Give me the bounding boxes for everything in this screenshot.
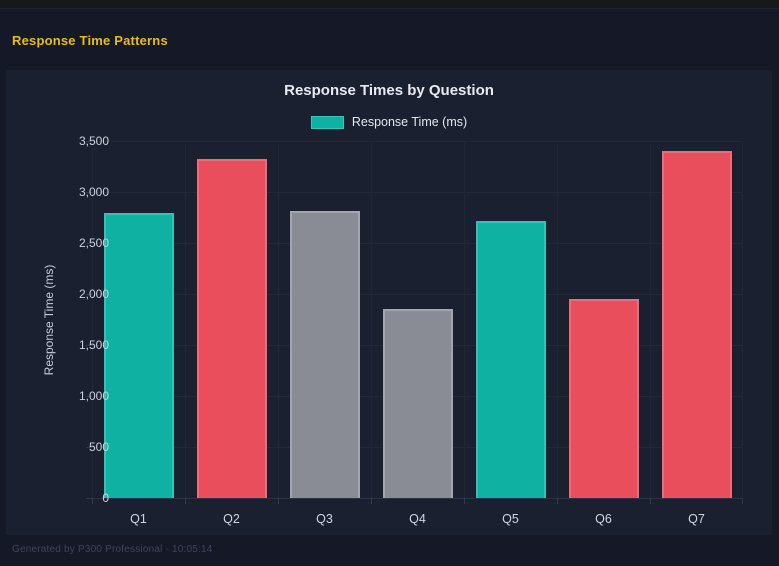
bar-q3[interactable] xyxy=(289,211,360,498)
chart-legend: Response Time (ms) xyxy=(6,115,772,129)
gridline-x-2 xyxy=(278,141,279,498)
y-tick-label-3,000: 3,000 xyxy=(78,185,109,199)
x-tick-mark xyxy=(185,498,186,504)
y-tick-mark xyxy=(86,141,92,142)
gridline-y-2500 xyxy=(92,243,743,244)
gridline-x-7 xyxy=(742,141,743,498)
footer-text: Generated by P300 Professional - 10:05:1… xyxy=(12,544,213,555)
x-tick-mark xyxy=(557,498,558,504)
y-tick-label-1,500: 1,500 xyxy=(78,338,109,352)
x-tick-mark xyxy=(92,498,93,504)
bar-q7[interactable] xyxy=(661,151,732,498)
x-tick-label-q5: Q5 xyxy=(502,512,519,526)
legend-label: Response Time (ms) xyxy=(351,115,468,129)
x-tick-mark xyxy=(742,498,743,504)
y-tick-label-2,000: 2,000 xyxy=(78,287,109,301)
gridline-x-5 xyxy=(557,141,558,498)
x-tick-label-q3: Q3 xyxy=(316,512,333,526)
gridline-x-1 xyxy=(185,141,186,498)
gridline-y-2000 xyxy=(92,294,743,295)
bar-q4[interactable] xyxy=(382,309,453,498)
chart-panel: Response Times by Question Response Time… xyxy=(6,70,772,535)
x-tick-mark xyxy=(650,498,651,504)
gridline-x-6 xyxy=(650,141,651,498)
y-tick-label-500: 500 xyxy=(88,440,109,454)
x-tick-label-q6: Q6 xyxy=(595,512,612,526)
x-tick-mark xyxy=(278,498,279,504)
y-tick-mark xyxy=(86,345,92,346)
gridline-x-4 xyxy=(464,141,465,498)
gridline-x-0 xyxy=(92,141,93,498)
gridline-y-0 xyxy=(92,498,743,499)
page-title: Response Time Patterns xyxy=(12,33,168,48)
x-tick-label-q4: Q4 xyxy=(409,512,426,526)
x-tick-label-q7: Q7 xyxy=(688,512,705,526)
gridline-x-3 xyxy=(371,141,372,498)
x-tick-label-q1: Q1 xyxy=(130,512,147,526)
chart-title: Response Times by Question xyxy=(284,82,494,99)
x-tick-label-q2: Q2 xyxy=(223,512,240,526)
y-tick-mark xyxy=(86,192,92,193)
y-tick-label-2,500: 2,500 xyxy=(78,236,109,250)
y-tick-label-3,500: 3,500 xyxy=(78,134,109,148)
bar-q5[interactable] xyxy=(475,221,546,498)
plot-area xyxy=(86,141,743,504)
bar-q6[interactable] xyxy=(568,299,639,498)
y-tick-mark xyxy=(86,294,92,295)
gridline-y-3500 xyxy=(92,141,743,142)
y-tick-label-1,000: 1,000 xyxy=(78,389,109,403)
bar-q1[interactable] xyxy=(103,213,174,498)
x-tick-mark xyxy=(371,498,372,504)
y-tick-mark xyxy=(86,243,92,244)
y-axis-title: Response Time (ms) xyxy=(42,264,56,376)
window-top-strip xyxy=(0,0,779,9)
y-tick-mark xyxy=(86,396,92,397)
gridline-y-3000 xyxy=(92,192,743,193)
x-tick-mark xyxy=(464,498,465,504)
y-tick-mark xyxy=(86,447,92,448)
legend-item-response-time[interactable]: Response Time (ms) xyxy=(310,115,468,129)
y-tick-label-0: 0 xyxy=(102,491,109,505)
legend-swatch xyxy=(310,115,344,129)
bar-q2[interactable] xyxy=(196,159,267,498)
y-tick-mark xyxy=(86,498,92,499)
